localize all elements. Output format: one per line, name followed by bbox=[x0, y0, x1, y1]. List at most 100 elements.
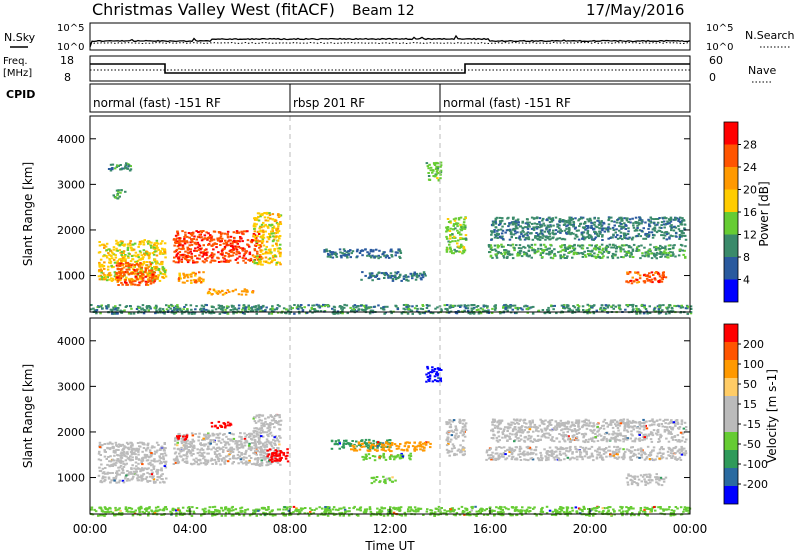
data-cell bbox=[456, 242, 459, 245]
data-cell bbox=[501, 217, 504, 220]
data-cell bbox=[264, 219, 267, 222]
data-cell bbox=[333, 309, 336, 312]
data-cell bbox=[540, 224, 543, 227]
data-cell bbox=[434, 174, 438, 177]
data-cell bbox=[365, 445, 368, 448]
data-cell bbox=[120, 267, 124, 270]
data-cell bbox=[338, 447, 341, 450]
data-cell bbox=[511, 221, 515, 224]
data-cell bbox=[217, 439, 220, 442]
data-cell bbox=[120, 451, 123, 454]
data-cell bbox=[257, 416, 261, 419]
data-cell bbox=[117, 258, 121, 261]
data-cell bbox=[565, 257, 568, 259]
data-cell bbox=[678, 230, 682, 232]
data-cell bbox=[421, 274, 424, 277]
data-cell bbox=[202, 457, 205, 460]
data-cell bbox=[532, 228, 536, 231]
data-cell bbox=[268, 236, 272, 239]
data-cell bbox=[253, 262, 256, 265]
data-cell bbox=[149, 282, 153, 285]
data-cell bbox=[206, 256, 209, 259]
data-cell bbox=[115, 461, 118, 464]
data-cell bbox=[275, 308, 278, 311]
data-cell bbox=[648, 220, 652, 223]
data-cell bbox=[278, 235, 282, 237]
data-cell bbox=[181, 246, 185, 249]
data-cell bbox=[257, 457, 260, 459]
data-cell bbox=[122, 258, 125, 261]
data-cell bbox=[337, 439, 340, 442]
data-cell bbox=[227, 438, 230, 441]
data-cell bbox=[128, 268, 131, 271]
data-cell bbox=[129, 272, 133, 275]
data-cell bbox=[145, 261, 148, 263]
data-cell bbox=[121, 257, 125, 260]
data-cell bbox=[99, 454, 102, 456]
data-cell bbox=[111, 277, 115, 280]
data-cell bbox=[372, 439, 375, 442]
data-cell bbox=[539, 252, 543, 255]
data-cell bbox=[134, 449, 137, 452]
data-cell bbox=[269, 252, 272, 255]
data-cell bbox=[656, 223, 659, 226]
data-cell bbox=[277, 225, 280, 228]
data-cell bbox=[637, 249, 641, 251]
data-cell bbox=[163, 273, 167, 276]
data-cell bbox=[396, 251, 399, 254]
data-cell bbox=[118, 264, 122, 267]
data-cell bbox=[272, 232, 275, 235]
data-cell bbox=[392, 275, 396, 277]
data-cell bbox=[172, 458, 176, 461]
data-cell bbox=[134, 280, 137, 283]
data-cell bbox=[131, 278, 135, 281]
data-cell bbox=[482, 305, 486, 308]
data-cell bbox=[252, 260, 256, 263]
data-cell bbox=[356, 248, 359, 251]
data-cell bbox=[371, 445, 375, 448]
data-cell bbox=[262, 236, 266, 239]
data-cell bbox=[237, 440, 241, 443]
data-cell bbox=[113, 258, 116, 261]
data-cell bbox=[395, 305, 398, 308]
data-cell bbox=[165, 308, 169, 311]
data-cell bbox=[98, 264, 101, 267]
data-cell bbox=[654, 249, 658, 251]
data-cell bbox=[503, 304, 506, 307]
data-cell bbox=[363, 441, 367, 444]
data-cell bbox=[194, 247, 197, 250]
data-cell bbox=[262, 244, 266, 247]
data-cell bbox=[424, 443, 428, 446]
data-cell bbox=[658, 281, 661, 284]
data-cell bbox=[148, 306, 152, 309]
data-cell bbox=[494, 222, 498, 225]
data-cell bbox=[679, 222, 682, 225]
data-cell bbox=[126, 451, 129, 454]
data-cell bbox=[462, 246, 466, 249]
data-cell bbox=[163, 271, 167, 274]
data-cell bbox=[574, 226, 577, 229]
data-cell bbox=[568, 228, 571, 230]
data-cell bbox=[263, 457, 267, 460]
data-cell bbox=[486, 310, 489, 312]
data-cell bbox=[116, 249, 119, 252]
data-cell bbox=[484, 304, 488, 307]
data-cell bbox=[521, 229, 524, 232]
data-cell bbox=[678, 221, 682, 223]
data-cell bbox=[376, 443, 379, 446]
data-cell bbox=[254, 306, 257, 309]
data-cell bbox=[457, 232, 460, 234]
data-cell bbox=[449, 234, 452, 236]
data-cell bbox=[346, 312, 349, 315]
data-cell bbox=[216, 433, 219, 436]
data-cell bbox=[140, 254, 143, 257]
data-cell bbox=[588, 304, 591, 307]
data-cell bbox=[254, 255, 257, 258]
data-cell bbox=[667, 306, 670, 309]
data-cell bbox=[253, 227, 256, 230]
data-cell bbox=[201, 312, 204, 315]
data-cell bbox=[141, 276, 144, 279]
data-cell bbox=[522, 245, 525, 248]
data-cell bbox=[415, 304, 418, 307]
data-cell bbox=[147, 254, 150, 257]
